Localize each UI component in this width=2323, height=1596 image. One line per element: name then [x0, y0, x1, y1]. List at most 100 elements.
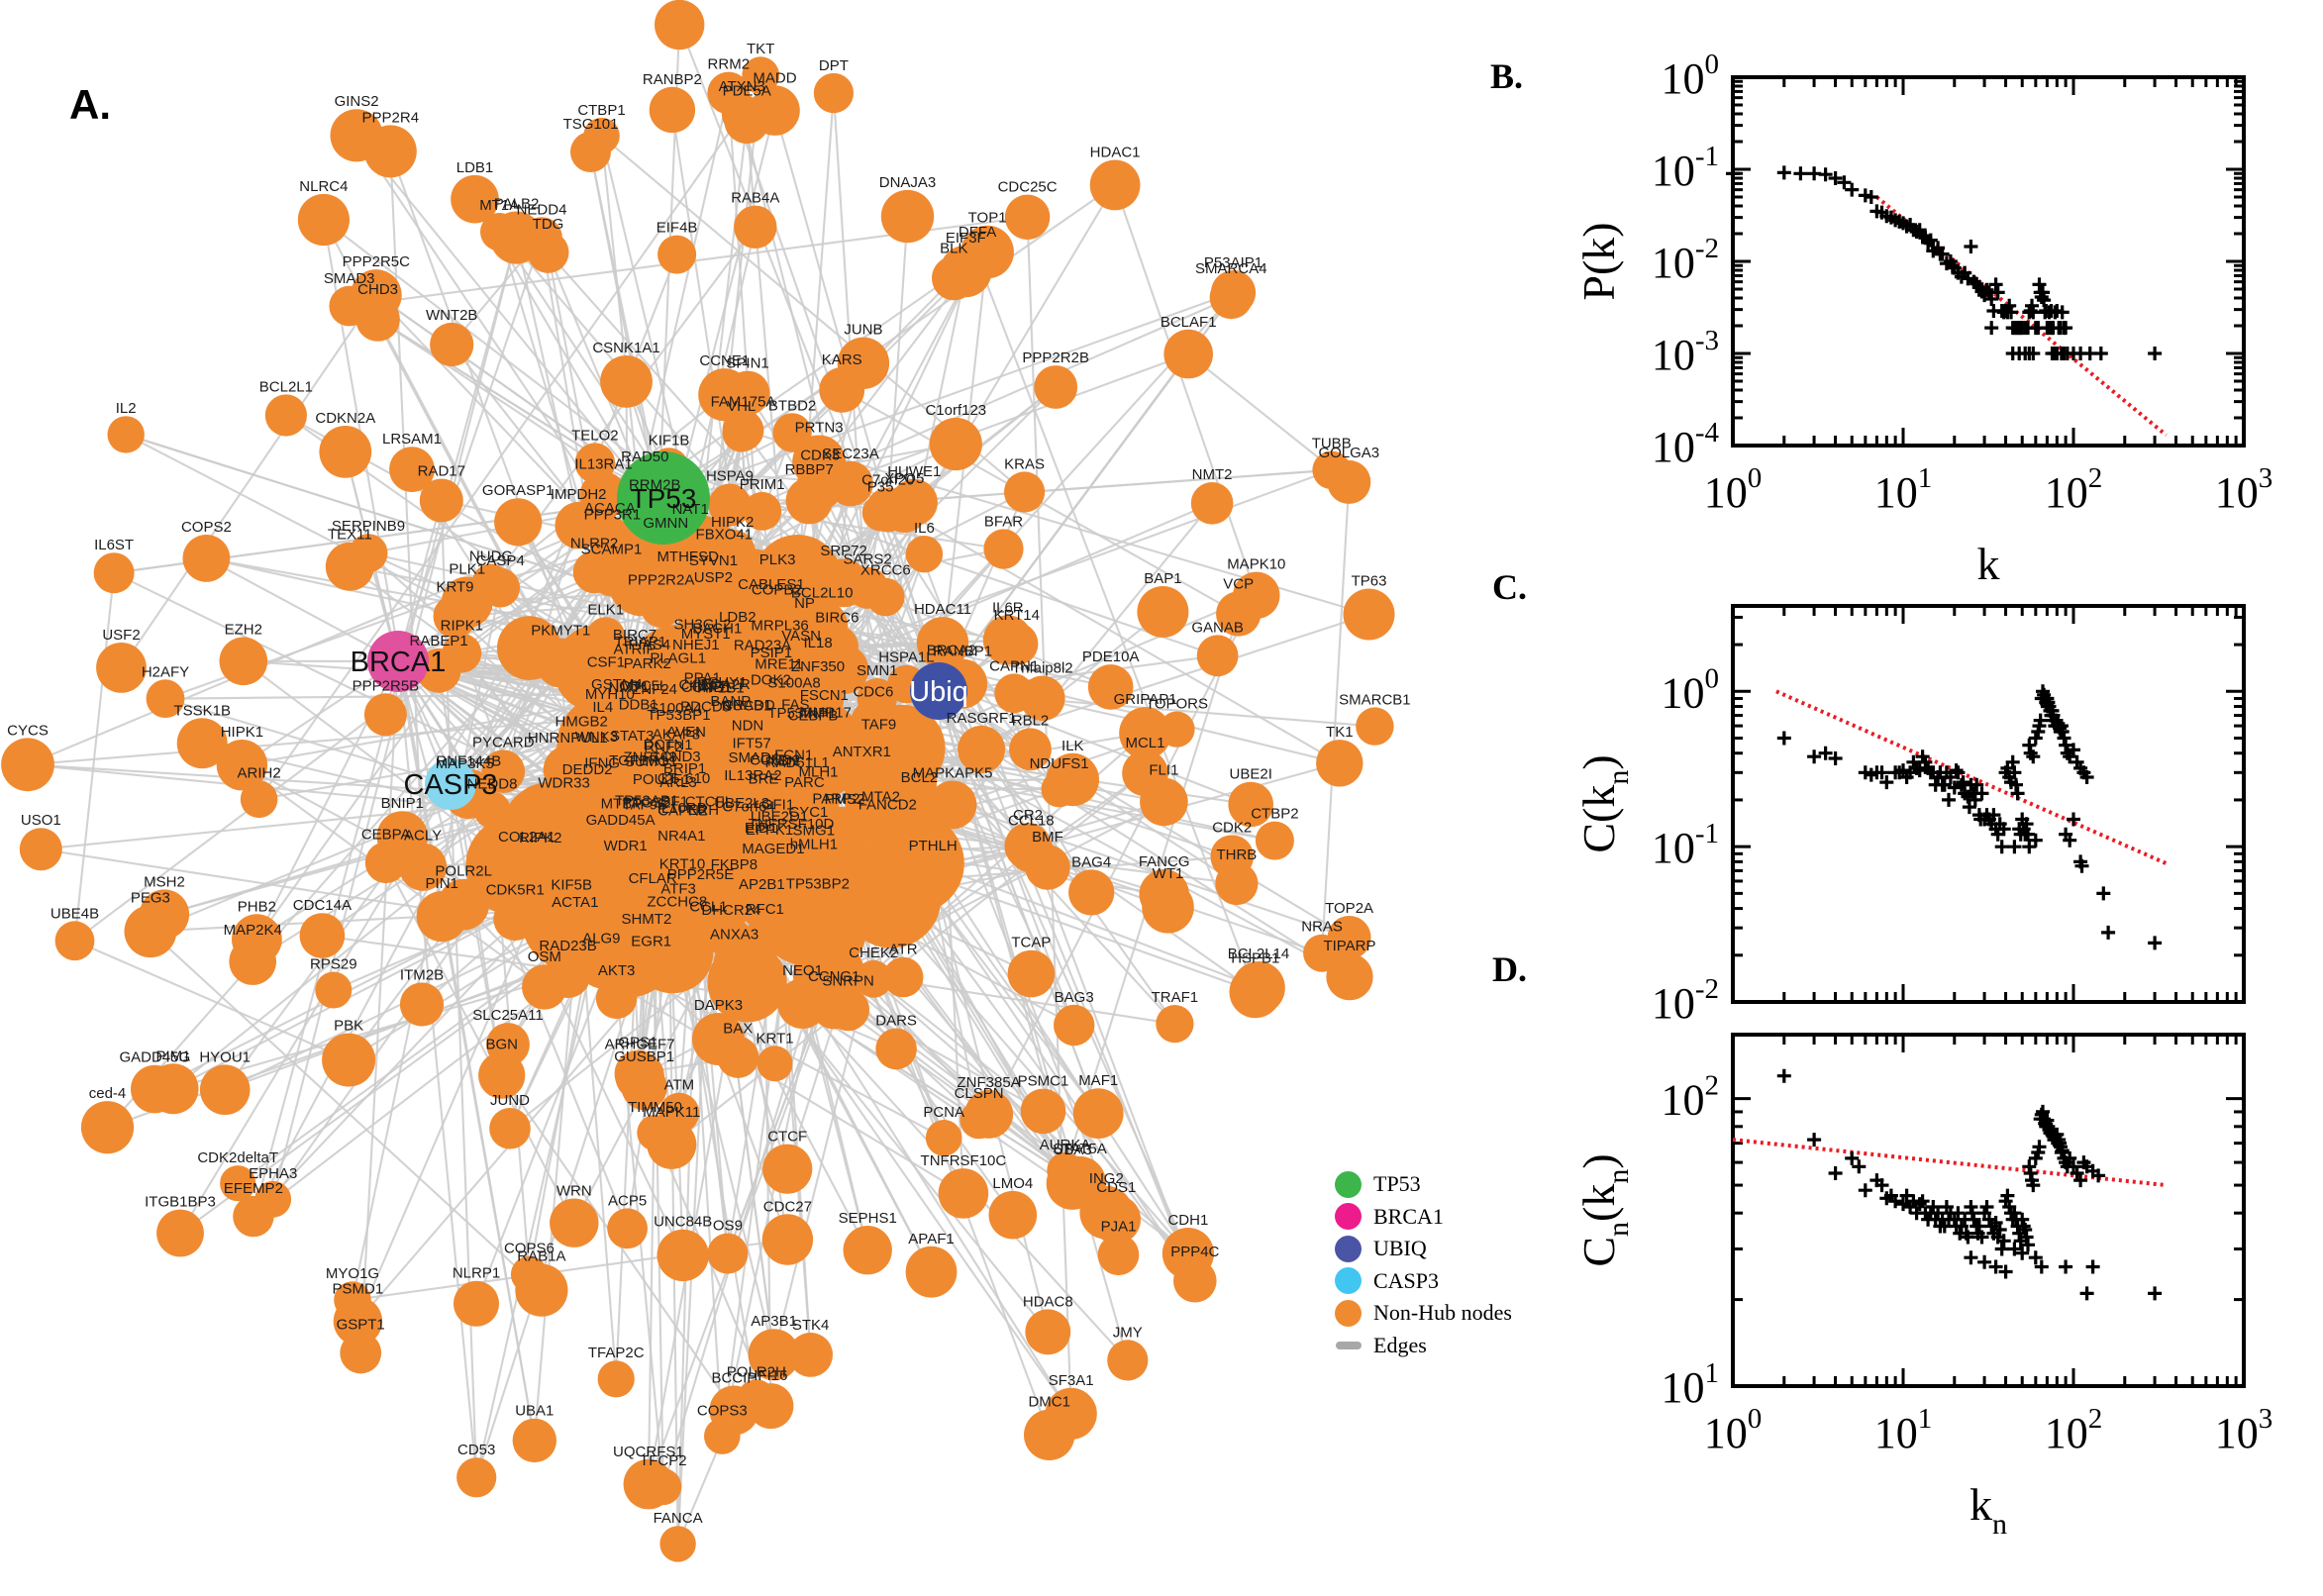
network-node — [837, 337, 890, 389]
network-node — [1004, 471, 1046, 513]
tick-label: 102 — [2045, 462, 2103, 517]
scatter-point — [2059, 1259, 2073, 1274]
network-node — [1196, 635, 1239, 677]
tick-label: 103 — [2215, 462, 2273, 517]
casp3-dot-icon — [1335, 1267, 1362, 1295]
tick-label: 101 — [1874, 462, 1933, 517]
scatter-point — [1942, 792, 1956, 807]
network-node — [788, 1333, 833, 1377]
axis-label: Cn(kn) — [1573, 1153, 1635, 1266]
network-node — [841, 758, 883, 801]
network-node — [148, 1063, 199, 1115]
network-node — [522, 964, 567, 1010]
scatter-point — [2148, 1286, 2163, 1301]
network-node — [711, 872, 758, 919]
network-node — [419, 478, 463, 523]
scatter-point — [1984, 321, 1999, 336]
network-edge — [449, 783, 503, 1076]
network-node — [882, 956, 924, 998]
brca1-dot-icon — [1335, 1203, 1362, 1231]
network-node — [717, 1036, 759, 1078]
network-node — [570, 132, 611, 172]
legend-item-brca1: BRCA1 — [1335, 1201, 1512, 1234]
axis-label: P(k) — [1573, 222, 1624, 300]
network-node — [350, 269, 402, 321]
network-node — [1228, 781, 1273, 828]
scatter-point — [1776, 731, 1791, 746]
scatter-point — [2085, 1259, 2100, 1274]
panel-c-label: C. — [1492, 567, 1527, 607]
network-edge — [678, 24, 940, 692]
scatter-point — [2067, 812, 2080, 827]
tick-label: 101 — [1662, 1357, 1720, 1412]
network-node — [80, 1101, 135, 1154]
scatter-point — [1776, 165, 1791, 180]
network-node — [489, 1108, 531, 1149]
network-node — [1009, 728, 1052, 771]
network-node — [983, 529, 1024, 569]
scatter-point — [1828, 1166, 1843, 1180]
network-node — [1190, 482, 1234, 525]
network-node — [758, 567, 797, 607]
network-edge — [375, 294, 664, 499]
network-edge — [74, 940, 350, 1061]
tp53-dot-icon — [1335, 1170, 1362, 1198]
network-node — [792, 435, 846, 489]
scatter-point — [1964, 1250, 1978, 1265]
network-node — [725, 370, 770, 416]
network-node — [785, 477, 833, 525]
network-nodes — [1, 0, 1395, 1562]
tick-label: 100 — [1704, 1403, 1763, 1457]
network-node — [536, 638, 586, 688]
network-node — [708, 483, 752, 527]
network-node — [363, 693, 407, 737]
network-edge — [937, 690, 964, 1194]
network-edge — [1114, 184, 1258, 596]
network-node — [982, 615, 1033, 665]
network-edge — [662, 291, 1234, 499]
network-node — [319, 426, 372, 478]
network-node — [515, 1263, 568, 1317]
network-edge — [396, 660, 478, 1478]
legend-label: Edges — [1373, 1332, 1427, 1357]
network-node — [593, 522, 632, 561]
network-edge — [652, 906, 664, 1487]
network-node — [389, 447, 435, 492]
network-node — [905, 536, 944, 573]
tick-label: 100 — [1704, 462, 1763, 517]
panel-b-label: B. — [1490, 56, 1524, 96]
scatter-point — [2148, 347, 2163, 360]
network-node — [623, 927, 670, 974]
network-node — [1215, 861, 1259, 906]
network-node — [894, 785, 945, 836]
tick-label: 100 — [1662, 49, 1720, 103]
tick-label: 10-3 — [1652, 325, 1719, 379]
network-node — [709, 530, 757, 576]
network-node — [607, 1208, 648, 1249]
network-node — [1356, 707, 1394, 746]
network-node — [550, 909, 601, 961]
network-node — [1156, 1005, 1194, 1044]
legend-item-nonhub: Non-Hub nodes — [1335, 1297, 1512, 1330]
network-node — [93, 552, 135, 594]
scatter-point — [1994, 1242, 2009, 1256]
network-node — [229, 938, 276, 985]
network-node — [297, 193, 350, 247]
network-edge — [976, 257, 1257, 993]
panel-d-label: D. — [1492, 949, 1527, 989]
network-edge — [241, 660, 399, 766]
network-node — [875, 1028, 917, 1070]
scatter-point — [1845, 1150, 1860, 1165]
tick-label: 100 — [1662, 662, 1720, 717]
axis-label: kn — [1970, 1479, 2007, 1541]
network-node — [219, 637, 268, 686]
network-edge — [164, 697, 452, 786]
network-node — [649, 86, 696, 134]
network-edge — [1321, 481, 1351, 953]
scatter-point — [2101, 925, 2116, 940]
network-node — [1020, 1088, 1066, 1135]
network-node — [857, 678, 897, 719]
network-node — [1162, 1228, 1214, 1280]
network-node — [761, 1214, 814, 1265]
